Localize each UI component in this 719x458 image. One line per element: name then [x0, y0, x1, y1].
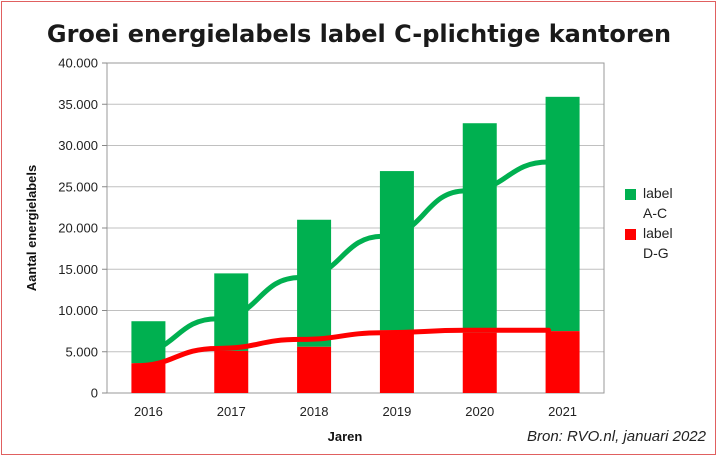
legend: label A-C label D-G: [625, 185, 673, 261]
bar-label-d-g: [214, 350, 249, 393]
bar-label-a-c: [379, 171, 414, 331]
x-axis-ticks: 2016 2017 2018 2019 2020 2021: [134, 404, 577, 419]
y-tick-label: 30.000: [58, 138, 98, 153]
bar-label-a-c: [545, 96, 580, 332]
legend-label: D-G: [643, 245, 669, 261]
gridlines: [106, 62, 605, 394]
bar-label-d-g: [131, 363, 166, 393]
bar-label-a-c: [131, 321, 166, 364]
x-axis-label: Jaren: [328, 429, 363, 444]
bar-label-d-g: [462, 332, 497, 393]
legend-swatch: [625, 189, 636, 200]
bar-label-a-c: [462, 123, 497, 333]
y-tick-label: 15.000: [58, 262, 98, 277]
trendline-label-d-g: [131, 327, 552, 369]
x-tick-label: 2019: [382, 404, 411, 419]
chart-title: Groei energielabels label C-plichtige ka…: [47, 20, 671, 48]
y-tick-label: 20.000: [58, 221, 98, 236]
bars: [131, 96, 580, 393]
source-note: Bron: RVO.nl, januari 2022: [527, 428, 707, 445]
x-tick-label: 2016: [134, 404, 163, 419]
bar-label-d-g: [545, 331, 580, 393]
y-axis-ticks: 0 5.000 10.000 15.000 20.000 25.000 30.000 35.0…: [58, 56, 107, 401]
y-tick-label: 35.000: [58, 97, 98, 112]
y-tick-label: 40.000: [58, 56, 98, 71]
y-tick-label: 10.000: [58, 303, 98, 318]
legend-label: A-C: [643, 205, 667, 221]
bar-label-a-c: [297, 219, 332, 347]
bar-label-d-g: [379, 330, 414, 393]
trendline-label-a-c: [131, 159, 552, 356]
y-axis-label: Aantal energielabels: [24, 165, 39, 291]
legend-label: label: [643, 225, 673, 241]
trendlines: [131, 159, 552, 369]
legend-label: label: [643, 185, 673, 201]
y-tick-label: 25.000: [58, 179, 98, 194]
x-tick-label: 2018: [300, 404, 329, 419]
x-tick-label: 2017: [217, 404, 246, 419]
y-tick-label: 5.000: [65, 344, 98, 359]
x-tick-label: 2021: [548, 404, 577, 419]
bar-label-d-g: [297, 346, 332, 393]
legend-swatch: [625, 229, 636, 240]
y-tick-label: 0: [91, 386, 98, 401]
x-tick-label: 2020: [465, 404, 494, 419]
